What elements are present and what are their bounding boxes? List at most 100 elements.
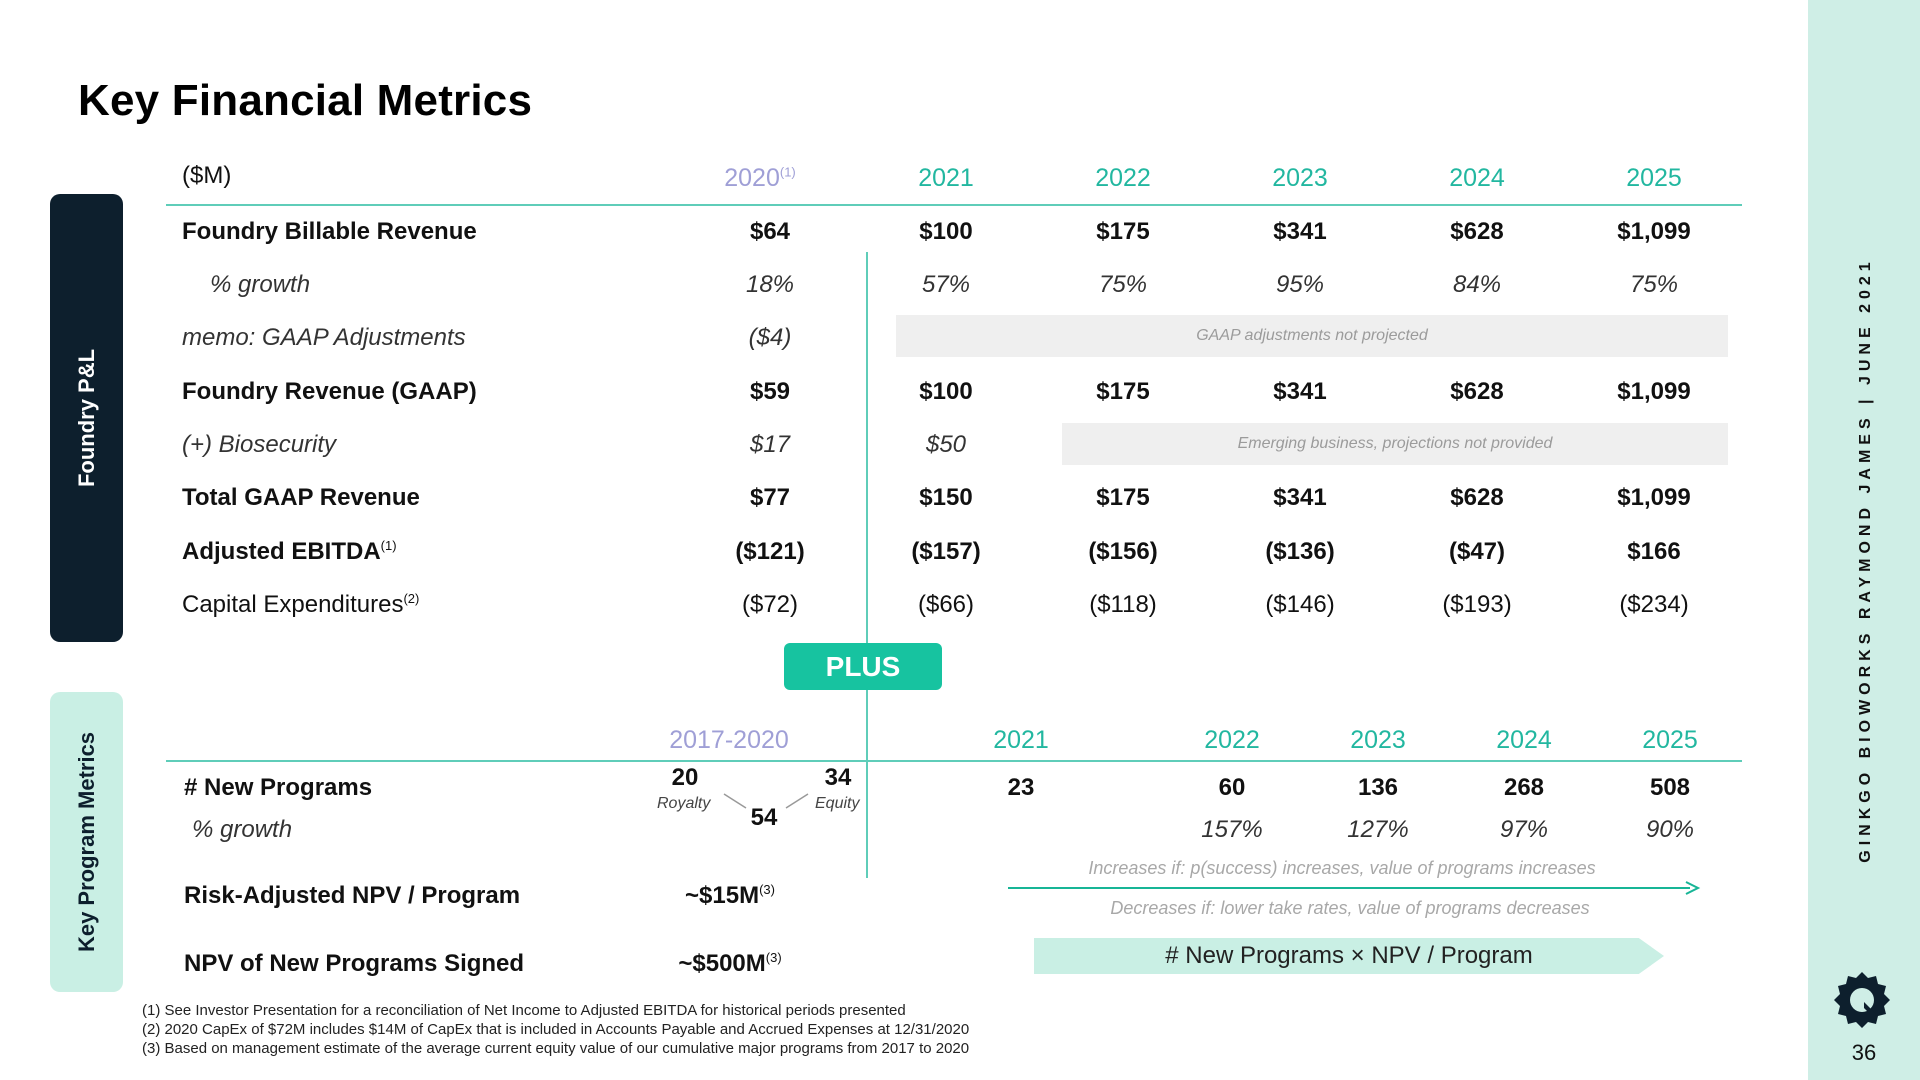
row-label: (+) Biosecurity [182,431,337,458]
equity-label: Equity [815,795,860,812]
side-banner-text: GINKGO BIOWORKS RAYMOND JAMES | JUNE 202… [1857,257,1874,863]
historical-projection-divider [866,252,868,878]
year-header: 2024 [1496,726,1552,754]
table-cell: $341 [1273,218,1327,245]
breakdown-connector-icon [723,793,809,809]
table-cell: 57% [921,271,971,298]
table-cell: $1,099 [1617,218,1691,245]
table-cell: ($157) [911,538,981,565]
table-cell: 75% [1098,271,1148,298]
table-cell: ($136) [1265,538,1335,565]
table-cell: $175 [1096,218,1150,245]
foundry-pnl-label: Foundry P&L [74,348,99,488]
table-cell: 60 [1218,774,1246,801]
side-band [1808,0,1920,1080]
table-cell: 90% [1645,816,1695,843]
table-cell: $175 [1096,378,1150,405]
table-cell: 75% [1629,271,1679,298]
year-header: 2021 [993,726,1049,754]
ginkgo-logo-icon [1834,972,1890,1028]
table-cell: ($234) [1619,591,1689,618]
formula-banner: # New Programs × NPV / Program [1034,938,1664,974]
year-header: 2025 [1626,164,1682,192]
table-cell: $77 [749,484,791,511]
footnote-1: (1) See Investor Presentation for a reco… [142,1002,906,1019]
row-label: Foundry Billable Revenue [182,218,477,245]
table-cell: ($4) [748,324,792,351]
row-label: NPV of New Programs Signed [184,950,525,977]
header-divider [166,204,1742,206]
equity-value: 34 [824,764,852,791]
row-label: Total GAAP Revenue [182,484,420,511]
table-cell: 508 [1649,774,1691,801]
table-cell: ($121) [735,538,805,565]
plus-badge: PLUS [784,643,942,690]
table-cell: 127% [1347,816,1409,843]
table-cell: $17 [749,431,791,458]
year-header: 2021 [918,164,974,192]
footnote-3: (3) Based on management estimate of the … [142,1040,970,1057]
table-cell: ($193) [1442,591,1512,618]
table-cell: ($47) [1448,538,1506,565]
royalty-label: Royalty [657,795,711,812]
table-cell: $150 [919,484,973,511]
row-label: memo: GAAP Adjustments [182,324,466,351]
total-programs-value: 54 [750,804,778,831]
table-cell: ($118) [1089,591,1157,618]
table-cell: $1,099 [1617,378,1691,405]
table-cell: $341 [1273,484,1327,511]
foundry-pnl-label-box [50,194,123,642]
table-cell: $59 [749,378,791,405]
table-cell: $100 [919,378,973,405]
table-cell: $100 [919,218,973,245]
table-cell: $1,099 [1617,484,1691,511]
table-cell: 18% [745,271,795,298]
table-cell: $50 [925,431,967,458]
table-cell: 157% [1201,816,1263,843]
year-header: 2022 [1204,726,1260,754]
key-program-metrics-label-box [50,692,123,992]
key-program-metrics-label: Key Program Metrics [74,731,99,953]
row-label: Adjusted EBITDA(1) [182,538,397,565]
biosecurity-not-provided-band: Emerging business, projections not provi… [1062,423,1728,465]
row-label: % growth [192,816,293,843]
footnote-2: (2) 2020 CapEx of $72M includes $14M of … [142,1021,970,1038]
row-label: Risk-Adjusted NPV / Program [184,882,521,909]
table-cell: ($72) [741,591,799,618]
table-cell: $628 [1450,218,1504,245]
table-cell: $175 [1096,484,1150,511]
row-label: Capital Expenditures(2) [182,591,420,618]
unit-label: ($M) [182,162,232,189]
table-cell: $166 [1627,538,1681,565]
table-cell: 97% [1499,816,1549,843]
npv-signed-value: ~$500M(3) [678,950,782,977]
table-cell: $341 [1273,378,1327,405]
table-cell: 268 [1503,774,1545,801]
year-header: 2023 [1350,726,1406,754]
year-header: 2025 [1642,726,1698,754]
table-cell: $64 [749,218,791,245]
gaap-not-projected-band: GAAP adjustments not projected [896,315,1728,357]
increase-note: Increases if: p(success) increases, valu… [1088,858,1596,878]
table-cell: $628 [1450,484,1504,511]
table-cell: 23 [1007,774,1035,801]
royalty-value: 20 [671,764,699,791]
npv-value: ~$15M(3) [685,882,775,909]
table-cell: ($146) [1265,591,1335,618]
programs-header-divider [166,760,1742,762]
decrease-note: Decreases if: lower take rates, value of… [1110,898,1590,918]
row-label: % growth [210,271,311,298]
table-cell: 84% [1452,271,1502,298]
table-cell: ($156) [1088,538,1158,565]
row-label: # New Programs [184,774,373,801]
table-cell: $628 [1450,378,1504,405]
year-header: 2017-2020 [669,726,789,754]
row-label: Foundry Revenue (GAAP) [182,378,477,405]
page-number: 36 [1851,1040,1877,1065]
year-header: 2024 [1449,164,1505,192]
table-cell: 136 [1357,774,1399,801]
year-header: 2023 [1272,164,1328,192]
year-header: 2020(1) [724,164,796,192]
year-header: 2022 [1095,164,1151,192]
table-cell: 95% [1275,271,1325,298]
